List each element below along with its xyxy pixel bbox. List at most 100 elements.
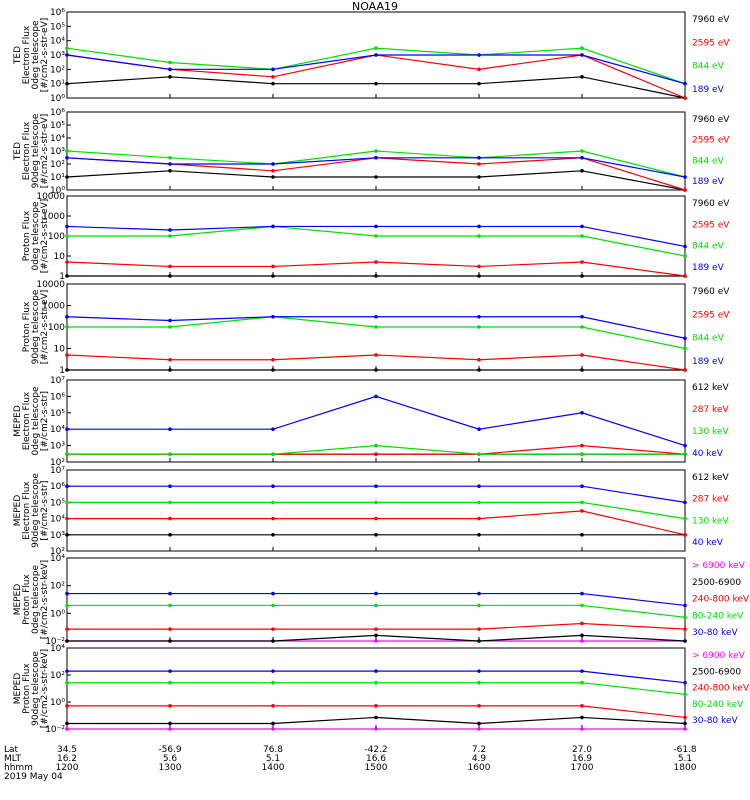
footer-value: 76.8 [263, 745, 283, 755]
data-point [477, 274, 481, 278]
legend-entry: 189 eV [692, 177, 725, 187]
data-point [374, 325, 378, 329]
data-point [683, 274, 687, 278]
data-point [580, 533, 584, 537]
data-point [374, 704, 378, 708]
legend-entry: 80-240 keV [692, 700, 744, 710]
y-axis-label: 90deg telescope [31, 651, 41, 726]
y-axis-label: 90deg telescope [31, 473, 41, 548]
data-point [580, 234, 584, 238]
data-point [683, 627, 687, 631]
data-point [65, 591, 69, 596]
y-tick-label: 10³ [50, 147, 65, 157]
data-point [580, 452, 584, 456]
data-point [477, 533, 481, 537]
data-point [683, 175, 687, 179]
data-point [374, 533, 378, 537]
data-point [374, 46, 378, 50]
y-axis-label: MEPED [13, 495, 23, 527]
data-point [65, 224, 69, 229]
y-tick-label: 10² [50, 671, 65, 681]
y-tick-label: 10² [50, 582, 65, 592]
y-tick-label: 10³ [50, 442, 65, 452]
data-point [683, 500, 687, 505]
y-axis-label: [#/cm2-s-str] [40, 391, 50, 451]
data-point [65, 368, 69, 372]
data-point [374, 680, 378, 685]
data-point [168, 155, 172, 160]
series-line [66, 157, 686, 191]
data-point [374, 500, 378, 505]
data-point [580, 727, 584, 731]
data-point [271, 368, 275, 372]
y-axis-label: Proton Flux [22, 663, 32, 714]
data-point [580, 168, 584, 173]
legend-entry: 80-240 keV [692, 611, 744, 621]
data-point [271, 639, 275, 643]
legend-entry: > 6900 keV [692, 561, 746, 571]
data-point [477, 591, 481, 596]
data-point [683, 603, 687, 608]
y-tick-label: 10⁴ [50, 37, 65, 47]
footer-value: 1600 [468, 763, 491, 773]
data-point [374, 234, 378, 238]
y-tick-label: 10⁴ [50, 134, 65, 144]
data-point [65, 484, 69, 489]
legend-entry: 2595 eV [692, 310, 730, 320]
panel-frame [66, 469, 686, 552]
data-point [65, 274, 69, 278]
legend-entry: 2500-6900 [692, 667, 741, 677]
data-point [65, 639, 69, 643]
y-tick-label: 10000 [36, 280, 65, 290]
data-point [168, 680, 172, 685]
data-point [271, 224, 275, 229]
y-axis-label: Electron Flux [22, 25, 32, 84]
data-point [271, 357, 275, 362]
data-point [65, 603, 69, 608]
footer-row-label: Lat [4, 745, 19, 755]
data-point [271, 680, 275, 685]
data-point [271, 533, 275, 537]
legend-entry: > 6900 keV [692, 651, 746, 661]
data-point [374, 224, 378, 229]
data-point [477, 368, 481, 372]
data-point [168, 234, 172, 238]
data-point [65, 175, 69, 179]
y-tick-label: 10² [50, 65, 65, 75]
legend-entry: 2595 eV [692, 38, 730, 48]
data-point [65, 353, 69, 357]
data-point [683, 188, 687, 192]
data-point [477, 81, 481, 86]
y-tick-label: 1 [59, 272, 65, 282]
data-point [374, 452, 378, 456]
y-tick-label: 10² [50, 160, 65, 170]
data-point [271, 314, 275, 319]
data-point [477, 53, 481, 57]
data-point [477, 427, 481, 432]
footer-value: 16.9 [572, 754, 592, 764]
data-point [683, 692, 687, 697]
data-point [271, 591, 275, 596]
data-point [271, 75, 275, 79]
footer-row-label: 2019 May 04 [4, 772, 63, 782]
data-point [477, 314, 481, 319]
data-point [683, 533, 687, 537]
y-axis-label: MEPED [13, 584, 23, 616]
data-point [65, 500, 69, 505]
data-point [374, 149, 378, 153]
footer-value: 5.6 [163, 754, 178, 764]
data-point [271, 500, 275, 505]
footer-value: 1700 [571, 763, 594, 773]
data-point [168, 533, 172, 537]
data-point [168, 264, 172, 269]
y-tick-label: 10⁵ [50, 22, 65, 32]
data-point [374, 591, 378, 596]
y-tick-label: 10² [50, 458, 65, 468]
data-point [168, 727, 172, 731]
data-point [683, 346, 687, 351]
data-point [374, 516, 378, 521]
data-point [168, 704, 172, 708]
legend-entry: 7960 eV [692, 15, 730, 25]
y-tick-label: 10⁶ [50, 482, 65, 492]
y-tick-label: 10⁷ [50, 466, 65, 476]
